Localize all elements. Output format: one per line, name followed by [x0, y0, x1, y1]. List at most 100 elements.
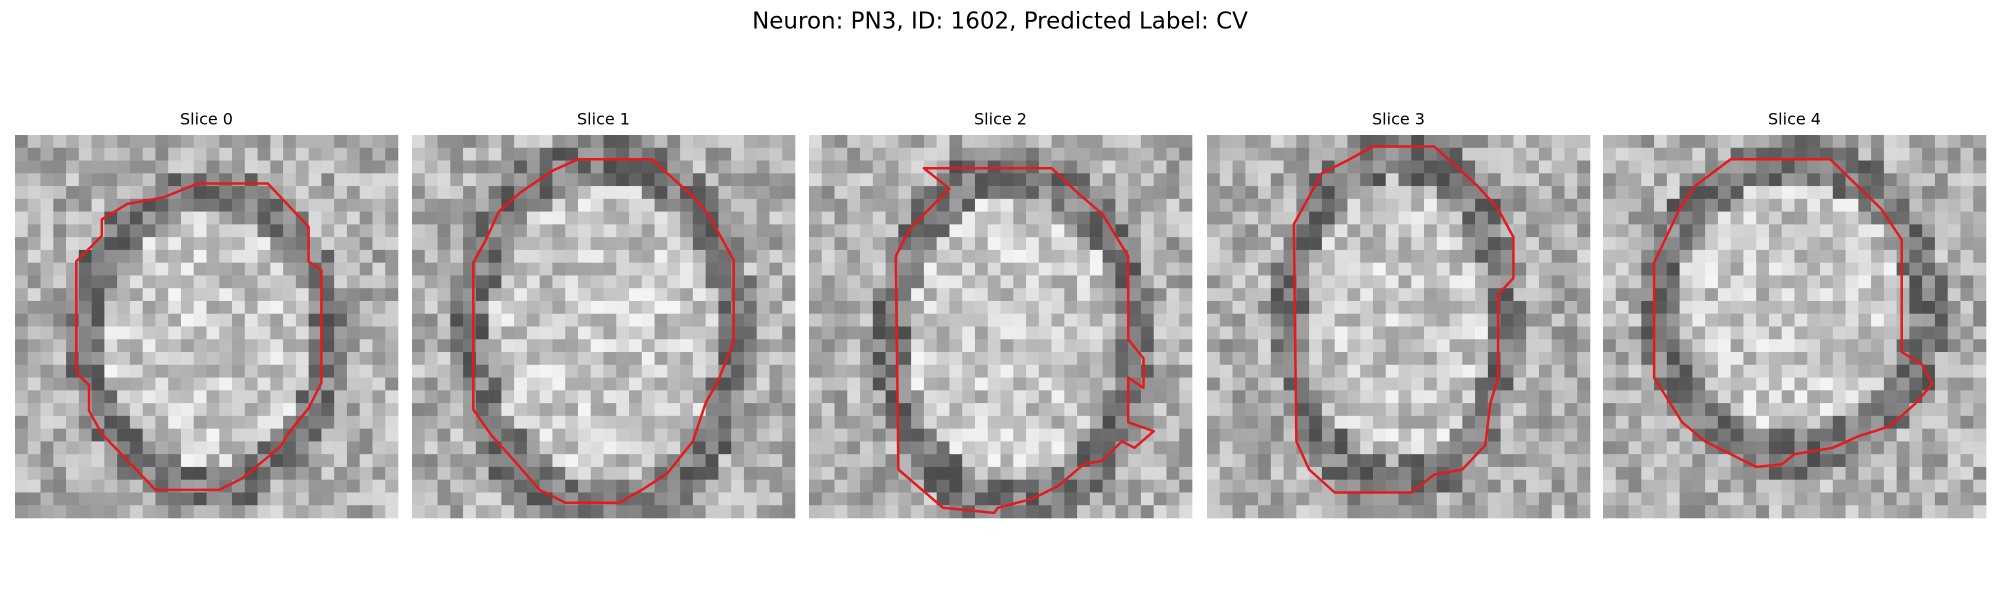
pixel: [1871, 288, 1885, 302]
pixel: [1166, 147, 1180, 161]
pixel: [1934, 390, 1948, 404]
pixel: [155, 249, 169, 263]
pixel: [936, 403, 950, 417]
pixel: [1013, 173, 1027, 187]
pixel: [270, 300, 284, 315]
pixel: [1258, 479, 1272, 493]
pixel: [91, 364, 105, 378]
pixel: [1628, 135, 1642, 149]
pixel: [847, 466, 861, 480]
pixel: [692, 262, 706, 276]
pixel: [1038, 275, 1052, 289]
pixel: [1628, 492, 1642, 506]
pixel: [616, 135, 630, 149]
pixel: [1513, 224, 1527, 238]
pixel: [1424, 415, 1438, 429]
pixel: [372, 326, 386, 340]
pixel: [1000, 237, 1014, 251]
pixel: [1973, 454, 1987, 468]
pixel: [463, 441, 477, 455]
pixel: [743, 492, 757, 506]
pixel: [142, 198, 156, 212]
pixel: [1692, 147, 1706, 161]
pixel: [1089, 186, 1103, 200]
pixel: [40, 352, 54, 366]
pixel: [1934, 249, 1948, 263]
pixel: [974, 377, 989, 391]
pixel: [1513, 147, 1527, 161]
pixel: [667, 224, 681, 238]
pixel: [1219, 390, 1233, 404]
pixel: [987, 428, 1001, 442]
pixel: [1538, 505, 1552, 519]
pixel: [1781, 237, 1795, 251]
pixel: [1500, 505, 1514, 519]
pixel: [898, 275, 912, 289]
pixel: [1832, 466, 1846, 480]
pixel: [1270, 237, 1284, 251]
pixel: [475, 428, 489, 442]
pixel: [1064, 147, 1078, 161]
pixel: [308, 364, 322, 378]
pixel: [911, 160, 925, 174]
pixel: [743, 339, 757, 353]
pixel: [488, 466, 502, 480]
pixel: [129, 147, 143, 161]
pixel: [1960, 428, 1974, 442]
pixel: [1026, 326, 1040, 340]
pixel: [577, 390, 592, 404]
pixel: [769, 454, 783, 468]
pixel: [1807, 147, 1821, 161]
pixel: [962, 377, 976, 391]
pixel: [680, 160, 694, 174]
pixel: [1309, 364, 1323, 378]
pixel: [1564, 147, 1578, 161]
panel-title: Slice 4: [1768, 110, 1821, 129]
pixel: [1973, 173, 1987, 187]
pixel: [641, 403, 655, 417]
pixel: [898, 249, 912, 263]
pixel: [1296, 428, 1310, 442]
pixel: [718, 403, 732, 417]
pixel: [1051, 326, 1065, 340]
pixel: [962, 313, 976, 327]
pixel: [27, 249, 41, 263]
pixel: [718, 198, 732, 212]
pixel: [1334, 275, 1348, 289]
pixel: [1896, 326, 1910, 340]
pixel: [1064, 415, 1078, 429]
pixel: [1424, 505, 1438, 519]
pixel: [1628, 403, 1642, 417]
pixel: [987, 300, 1001, 315]
pixel: [104, 300, 118, 315]
pixel: [1000, 275, 1014, 289]
pixel: [475, 135, 489, 149]
pixel: [1166, 186, 1180, 200]
pixel: [1526, 403, 1540, 417]
pixel: [539, 326, 553, 340]
pixel: [463, 173, 477, 187]
pixel: [1538, 428, 1552, 442]
pixel: [1615, 454, 1629, 468]
pixel: [27, 492, 41, 506]
pixel: [1641, 249, 1655, 263]
pixel: [1922, 237, 1936, 251]
pixel: [488, 377, 502, 391]
pixel: [1615, 326, 1629, 340]
pixel: [1296, 288, 1310, 302]
pixel: [359, 441, 373, 455]
pixel: [180, 505, 195, 519]
pixel: [66, 492, 80, 506]
pixel: [488, 186, 502, 200]
pixel: [1513, 441, 1527, 455]
pixel: [962, 390, 976, 404]
pixel: [1807, 505, 1821, 519]
pixel: [847, 441, 861, 455]
pixel: [654, 390, 668, 404]
pixel: [1654, 403, 1668, 417]
pixel: [1934, 454, 1948, 468]
pixel: [129, 403, 143, 417]
pixel: [1909, 288, 1923, 302]
pixel: [872, 198, 886, 212]
pixel: [577, 364, 592, 378]
